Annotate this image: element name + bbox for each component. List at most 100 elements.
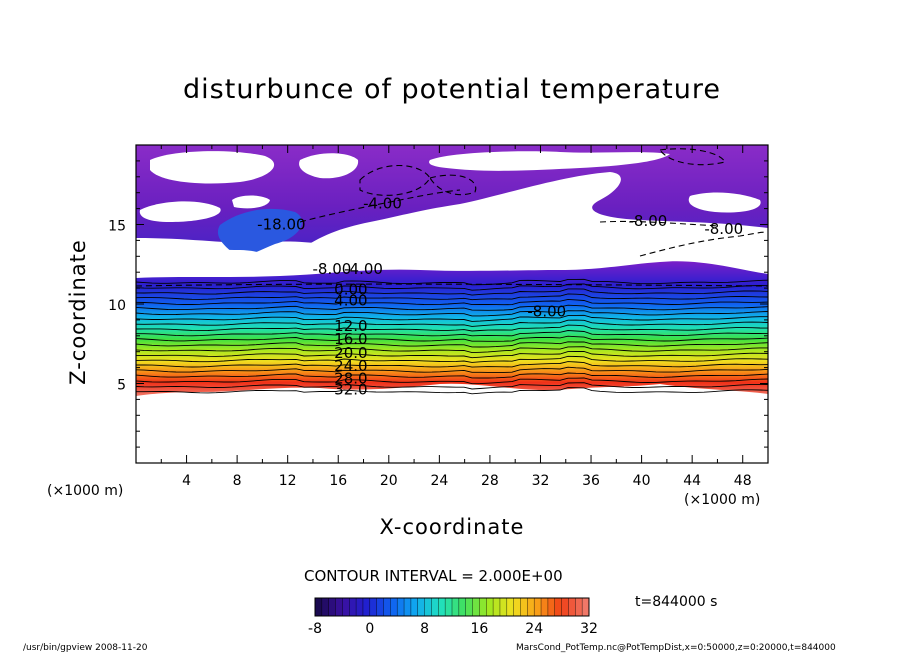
contour-label: 24.0 [334,357,367,375]
contour-line [136,351,768,359]
colorbar-swatch [520,598,528,616]
blue-patch [217,208,303,257]
contour-line [136,330,768,337]
colorbar-swatch [397,598,405,616]
contour-line [136,283,768,291]
colorbar-swatch [486,598,494,616]
colorbar-swatch [321,598,329,616]
colorbar-swatch [383,598,391,616]
colorbar-swatch [452,598,460,616]
contour-labels: -4.00-18.00 -8.00 -8.00-8.00-4.000.004.00-… [257,195,743,399]
colorbar-frame [314,597,590,617]
x-tick-label: 20 [380,473,398,489]
axis-ticks [136,145,768,463]
y-tick-label: 10 [108,298,126,314]
x-tick-label: 40 [633,473,651,489]
x-tick-label: 4 [182,473,191,489]
colorbar-swatch [369,598,377,616]
contour-label: -8.00 [704,220,743,238]
contour-label: -4.00 [344,260,383,278]
x-tick-label: 28 [481,473,499,489]
colorbar-swatch [479,598,487,616]
dashed-contour [429,174,477,196]
dashed-contour [136,283,768,287]
colorbar-swatch [390,598,398,616]
x-tick-label: 24 [430,473,448,489]
contour-label: -8.00 [313,260,352,278]
upper-void-5 [232,195,270,209]
contour-label: 16.0 [334,330,367,348]
contour-line [136,335,768,342]
colorbar-swatch [438,598,446,616]
colorbar-swatch [541,598,549,616]
chart-title: disturbunce of potential temperature [183,74,721,105]
colorbar-swatch [527,598,535,616]
colorbar-swatch [568,598,576,616]
contour-label: -8.00 [629,212,668,230]
colorbar-swatch [342,598,350,616]
colorbar-swatch [513,598,521,616]
x-tick-label: 16 [329,473,347,489]
dashed-contour [659,148,726,166]
colorbar-swatch [315,598,323,616]
x-axis-unit: (×1000 m) [684,492,761,508]
colorbar-swatch [561,598,569,616]
x-tick-label: 36 [582,473,600,489]
colorbar-swatch [362,598,371,616]
colorbar-swatch [431,598,439,616]
x-tick-label: 8 [233,473,242,489]
contour-label: 32.0 [334,381,367,399]
contour-field [136,145,768,396]
contour-label: 4.00 [334,292,367,310]
footer-right: MarsCond_PotTemp.nc@PotTempDist,x=0:5000… [516,643,836,653]
negative-contours [136,148,768,287]
colorbar-tick-label: 0 [365,621,374,637]
contour-line [136,341,768,348]
contour-label: 12.0 [334,317,367,335]
colorbar-swatch [582,598,590,616]
colorbar-tick-label: 32 [580,621,598,637]
y-tick-label: 5 [117,378,126,394]
dashed-contour [599,220,721,227]
y-axis-title: Z-coordinate [66,239,90,385]
contour-line [136,361,768,368]
x-tick-label: 32 [532,473,550,489]
colorbar-swatch [404,598,412,616]
middle-void [136,172,768,278]
colorbar-tick-label: -8 [308,621,322,637]
stratified-layers [136,261,768,396]
contour-line [136,366,768,373]
x-tick-label: 48 [734,473,752,489]
contour-label: -8.00 [527,303,566,321]
contour-line [136,377,768,385]
upper-void-6 [688,192,761,213]
colorbar-swatch [547,598,556,616]
contour-line [136,304,768,311]
colorbar-swatch [493,598,501,616]
colorbar-tick-label: 8 [420,621,429,637]
colorbar-tick-label: 24 [525,621,543,637]
colorbar-swatch [349,598,357,616]
contour-line [136,314,768,322]
contour-line [136,298,768,306]
colorbar-swatch [445,598,453,616]
contour-label: 20.0 [334,344,367,362]
colorbar-swatch [424,598,432,616]
colorbar: -8 0 8 16 24 32 [308,597,598,637]
colorbar-swatch [410,598,419,616]
upper-void-1 [150,151,275,184]
x-tick-label: 44 [683,473,701,489]
contour-line [136,346,768,354]
contour-label: 28.0 [334,370,367,388]
contour-label: -18.00 [257,215,305,233]
upper-void-3 [429,151,670,171]
upper-void-4 [139,201,221,222]
colorbar-swatch [335,598,343,616]
time-label: t=844000 s [635,594,718,610]
dashed-contour [639,231,768,257]
y-axis-unit: (×1000 m) [47,483,124,499]
colorbar-swatch [356,598,364,616]
footer-left: /usr/bin/gpview 2008-11-20 [23,643,148,653]
